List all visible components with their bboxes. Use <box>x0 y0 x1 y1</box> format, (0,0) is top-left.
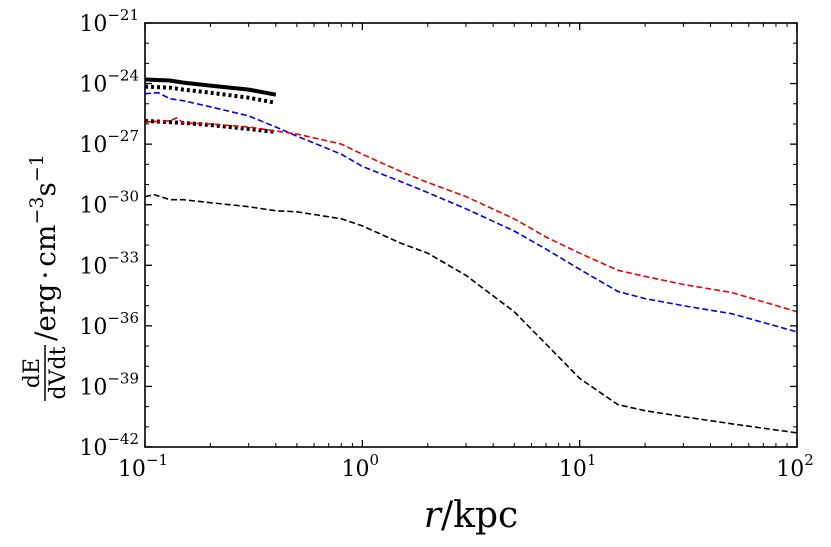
series-black-solid <box>144 77 277 97</box>
y-tick-label: 10−33 <box>79 248 139 279</box>
y-label-frac-den: dVdt <box>46 346 71 399</box>
y-label-frac-num: dE <box>20 358 45 388</box>
x-axis-var: r <box>424 495 443 536</box>
y-label-units: /erg·cm−3s−1 <box>26 154 62 341</box>
x-axis-unit: kpc <box>453 495 518 536</box>
x-axis-label: r/kpc <box>424 495 518 536</box>
y-tick-label: 10−36 <box>79 309 139 340</box>
y-tick-label: 10−27 <box>79 127 139 158</box>
series-black-dotted-lower <box>144 118 277 134</box>
series-black-dotted-upper <box>144 84 277 105</box>
y-tick-label: 10−24 <box>79 67 139 98</box>
series-layer <box>144 77 798 434</box>
y-tick-label: 10−21 <box>79 6 139 37</box>
x-tick-label: 101 <box>559 451 597 482</box>
y-tick-label: 10−42 <box>79 430 139 461</box>
y-tick-label: 10−39 <box>79 369 139 400</box>
tick-layer: 10−1 100 101 102 10−21 10−24 10−27 10−30 10−33 10… <box>79 6 813 482</box>
x-tick-label: 10−1 <box>118 451 168 482</box>
x-tick-label: 102 <box>776 451 814 482</box>
y-axis-label: dE dVdt /erg·cm−3s−1 <box>20 154 71 401</box>
x-tick-label: 100 <box>342 451 380 482</box>
plot-frame <box>144 22 798 448</box>
series-blue-dashed <box>144 91 798 333</box>
series-black-dashed <box>144 193 798 434</box>
series-red-dashed <box>144 117 798 313</box>
y-tick-label: 10−30 <box>79 188 139 219</box>
x-axis-slash: / <box>441 495 454 536</box>
